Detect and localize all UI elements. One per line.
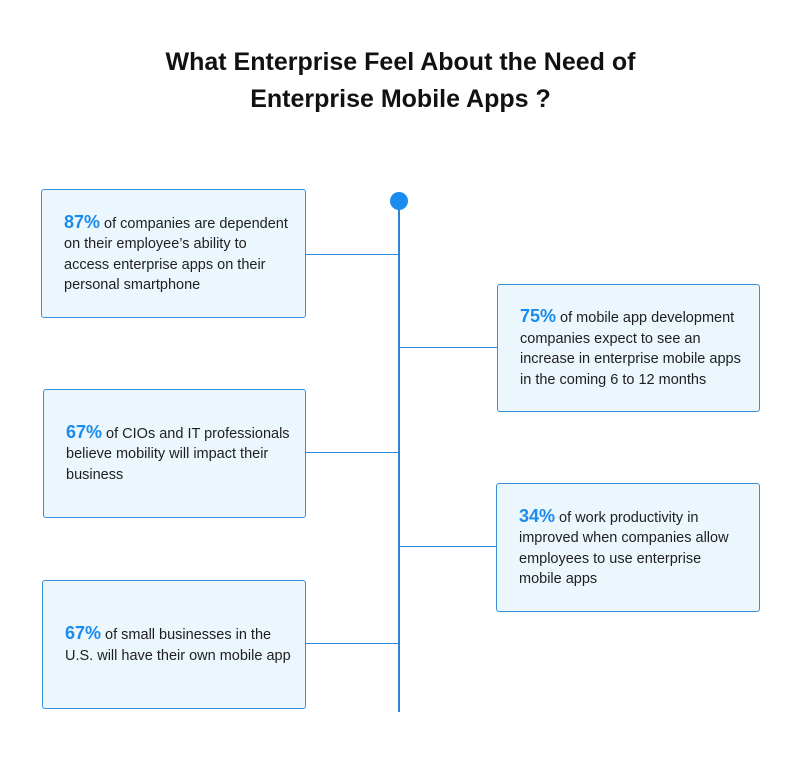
stat-text: of mobile app development companies expe…	[520, 310, 741, 388]
connector-stat-2	[399, 347, 498, 348]
page-title: What Enterprise Feel About the Need of E…	[0, 44, 801, 118]
timeline-start-dot	[390, 192, 408, 210]
stat-text: of work productivity in improved when co…	[519, 509, 729, 588]
title-line-2: Enterprise Mobile Apps ?	[250, 85, 551, 113]
connector-stat-1	[305, 254, 399, 255]
stat-card-67-cios: 67% of CIOs and IT professionals believe…	[43, 389, 306, 518]
stat-card-67-small-businesses: 67% of small businesses in the U.S. will…	[42, 580, 306, 709]
stat-card-87-companies: 87% of companies are dependent on their …	[41, 189, 306, 318]
stat-card-75-dev-companies: 75% of mobile app development companies …	[497, 284, 760, 412]
stat-percent: 87%	[64, 211, 101, 232]
stat-percent: 34%	[519, 505, 556, 526]
stat-text: of companies are dependent on their empl…	[64, 215, 288, 294]
connector-stat-3	[305, 452, 399, 453]
connector-stat-4	[399, 546, 497, 547]
stat-card-34-productivity: 34% of work productivity in improved whe…	[496, 483, 760, 612]
timeline-line	[398, 201, 400, 712]
stat-text: of small businesses in the U.S. will hav…	[65, 627, 291, 664]
connector-stat-5	[305, 643, 399, 644]
stat-percent: 67%	[65, 623, 102, 643]
stat-percent: 75%	[520, 306, 557, 326]
stat-text: of CIOs and IT professionals believe mob…	[66, 425, 290, 483]
stat-percent: 67%	[66, 421, 103, 442]
title-line-1: What Enterprise Feel About the Need of	[165, 48, 636, 76]
